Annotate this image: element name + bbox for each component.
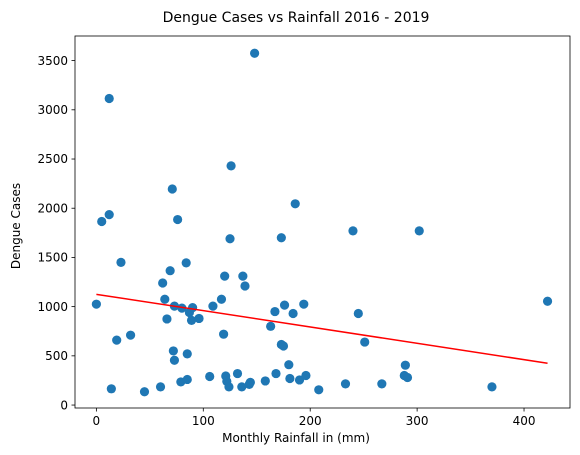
data-point-69 [414, 226, 424, 236]
data-point-44 [250, 48, 260, 58]
data-point-71 [542, 296, 553, 306]
chart-title: Dengue Cases vs Rainfall 2016 - 2019 [163, 10, 430, 26]
data-point-57 [294, 375, 305, 385]
data-point-38 [232, 368, 243, 379]
data-point-61 [340, 379, 351, 389]
data-point-63 [353, 308, 363, 319]
data-point-3 [104, 93, 114, 104]
data-point-51 [278, 341, 289, 351]
data-point-58 [299, 299, 309, 309]
data-point-68 [402, 372, 413, 383]
data-point-23 [182, 349, 192, 359]
data-point-0 [91, 299, 101, 309]
data-point-59 [301, 370, 311, 381]
data-points-layer [91, 48, 553, 397]
x-tick-label-400: 400 [513, 414, 536, 428]
data-point-56 [290, 199, 300, 209]
y-tick-label-1000: 1000 [37, 300, 68, 314]
x-axis-ticks: 0 100 200 300 400 [93, 408, 536, 428]
data-point-12 [162, 314, 172, 324]
x-tick-label-0: 0 [93, 414, 101, 428]
trendline [96, 293, 548, 364]
y-tick-label-2000: 2000 [37, 201, 68, 215]
data-point-13 [165, 266, 175, 276]
data-point-9 [155, 382, 166, 392]
data-point-36 [225, 234, 235, 244]
y-tick-label-3500: 3500 [37, 54, 68, 68]
data-point-4 [106, 384, 116, 394]
y-axis-ticks: 0 500 1000 1500 2000 2500 3000 3500 [37, 54, 75, 412]
y-tick-label-2500: 2500 [37, 152, 68, 166]
data-point-8 [139, 387, 150, 397]
plot-area-frame [74, 35, 571, 409]
data-point-7 [125, 330, 136, 340]
data-point-31 [219, 329, 229, 339]
data-point-54 [285, 373, 295, 384]
data-point-47 [270, 306, 280, 317]
data-point-30 [216, 294, 227, 304]
data-point-1 [97, 216, 107, 227]
data-point-29 [208, 301, 218, 311]
data-point-49 [276, 233, 286, 243]
data-point-21 [181, 258, 191, 268]
x-tick-label-100: 100 [192, 414, 215, 428]
data-point-32 [220, 271, 230, 281]
data-point-16 [169, 355, 180, 365]
data-point-43 [245, 377, 255, 388]
data-point-18 [173, 214, 183, 225]
data-point-25 [186, 315, 197, 326]
data-point-2 [104, 210, 114, 220]
data-point-48 [271, 368, 281, 379]
data-point-70 [487, 382, 497, 392]
y-tick-label-1500: 1500 [37, 251, 68, 265]
y-axis-label: Dengue Cases [9, 183, 23, 269]
y-tick-label-3000: 3000 [37, 103, 68, 117]
data-point-11 [160, 294, 170, 304]
y-tick-label-500: 500 [45, 349, 68, 363]
data-point-28 [205, 371, 215, 382]
data-point-40 [238, 271, 248, 281]
data-point-14 [167, 184, 177, 194]
data-point-6 [116, 257, 126, 267]
x-tick-label-300: 300 [406, 414, 429, 428]
data-point-26 [188, 303, 198, 313]
data-point-10 [158, 278, 168, 288]
data-point-45 [260, 376, 270, 386]
data-point-62 [348, 226, 358, 236]
data-point-55 [288, 308, 298, 319]
data-point-35 [224, 382, 234, 392]
data-point-37 [226, 161, 236, 171]
data-point-46 [266, 321, 276, 331]
data-point-27 [194, 313, 204, 324]
trendline-layer [96, 293, 548, 364]
data-point-39 [237, 382, 247, 392]
data-point-15 [168, 346, 178, 356]
x-tick-label-200: 200 [299, 414, 322, 428]
data-point-53 [284, 360, 294, 370]
x-axis-label: Monthly Rainfall in (mm) [222, 431, 370, 445]
data-point-52 [279, 300, 290, 310]
data-point-65 [377, 379, 387, 389]
data-point-60 [314, 385, 324, 395]
data-point-67 [400, 360, 410, 370]
y-tick-label-0: 0 [60, 398, 68, 412]
data-point-22 [182, 374, 192, 385]
data-point-41 [240, 281, 250, 291]
data-point-5 [112, 335, 122, 345]
data-point-64 [360, 337, 370, 347]
